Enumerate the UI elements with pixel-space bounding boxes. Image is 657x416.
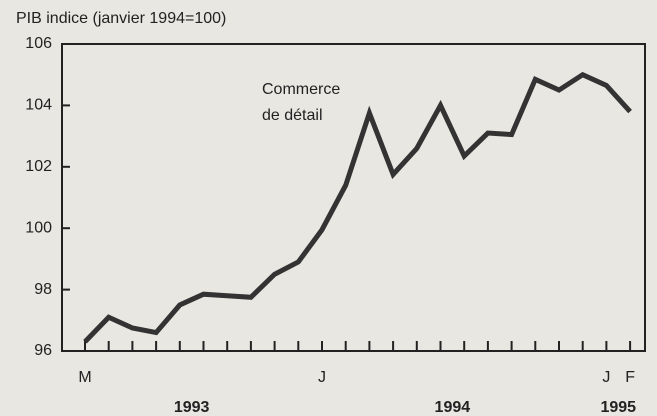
annotation: de détail <box>262 107 323 124</box>
y-tick-label: 96 <box>34 342 52 359</box>
data-line <box>83 71 632 344</box>
plot-frame <box>61 43 646 352</box>
x-tick-label: J <box>602 369 610 386</box>
x-tick-label: M <box>78 369 91 386</box>
y-tick-label: 106 <box>25 35 52 52</box>
year-label: 1993 <box>174 399 210 416</box>
annotation: Commerce <box>262 81 340 98</box>
year-label: 1994 <box>435 399 471 416</box>
year-label: 1995 <box>600 399 636 416</box>
x-tick-label: J <box>318 369 326 386</box>
y-tick-label: 100 <box>25 219 52 236</box>
y-tick-label: 104 <box>25 97 52 114</box>
y-axis-label: PIB indice (janvier 1994=100) <box>16 10 226 27</box>
y-tick-label: 102 <box>25 158 52 175</box>
y-tick-label: 98 <box>34 281 52 298</box>
x-tick-label: F <box>625 369 635 386</box>
